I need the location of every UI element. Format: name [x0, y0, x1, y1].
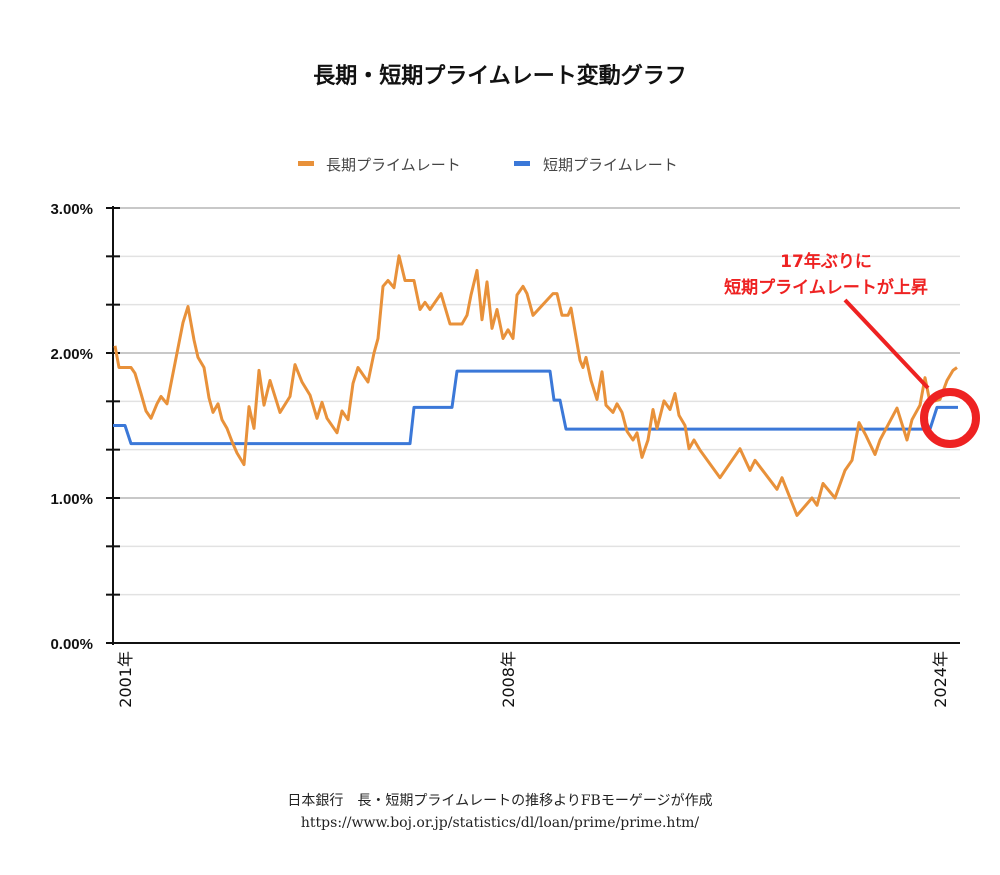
gridlines	[113, 207, 960, 644]
series-lines	[113, 254, 958, 517]
annotation-line2: 短期プライムレートが上昇	[724, 277, 928, 298]
series-line-short-term	[113, 369, 958, 446]
legend-label-short: 短期プライムレート	[543, 156, 678, 174]
axes: 0.00% 1.00% 2.00% 3.00% 2001年 2008年 2024年	[50, 201, 960, 708]
series-line-long-term	[113, 254, 958, 517]
y-tick-label: 1.00%	[50, 491, 93, 508]
x-tick-label: 2008年	[499, 651, 518, 708]
y-tick-label: 2.00%	[50, 346, 93, 363]
annotation-circle	[920, 388, 980, 448]
legend-label-long: 長期プライムレート	[326, 156, 461, 174]
legend: 長期プライムレート 短期プライムレート	[298, 156, 678, 174]
annotation-arrow	[843, 298, 930, 390]
source-url: https://www.boj.or.jp/statistics/dl/loan…	[300, 815, 700, 831]
x-tick-label: 2024年	[931, 651, 950, 708]
x-tick-label: 2001年	[116, 651, 135, 708]
source-note: 日本銀行 長・短期プライムレートの推移よりFBモーゲージが作成	[287, 793, 713, 809]
y-tick-label: 0.00%	[50, 636, 93, 653]
annotation: 17年ぶりに 短期プライムレートが上昇	[724, 251, 980, 448]
annotation-line1: 17年ぶりに	[780, 251, 872, 272]
legend-swatch-short	[514, 161, 530, 166]
chart-title: 長期・短期プライムレート変動グラフ	[313, 63, 687, 89]
legend-swatch-long	[298, 161, 314, 166]
y-tick-label: 3.00%	[50, 201, 93, 218]
